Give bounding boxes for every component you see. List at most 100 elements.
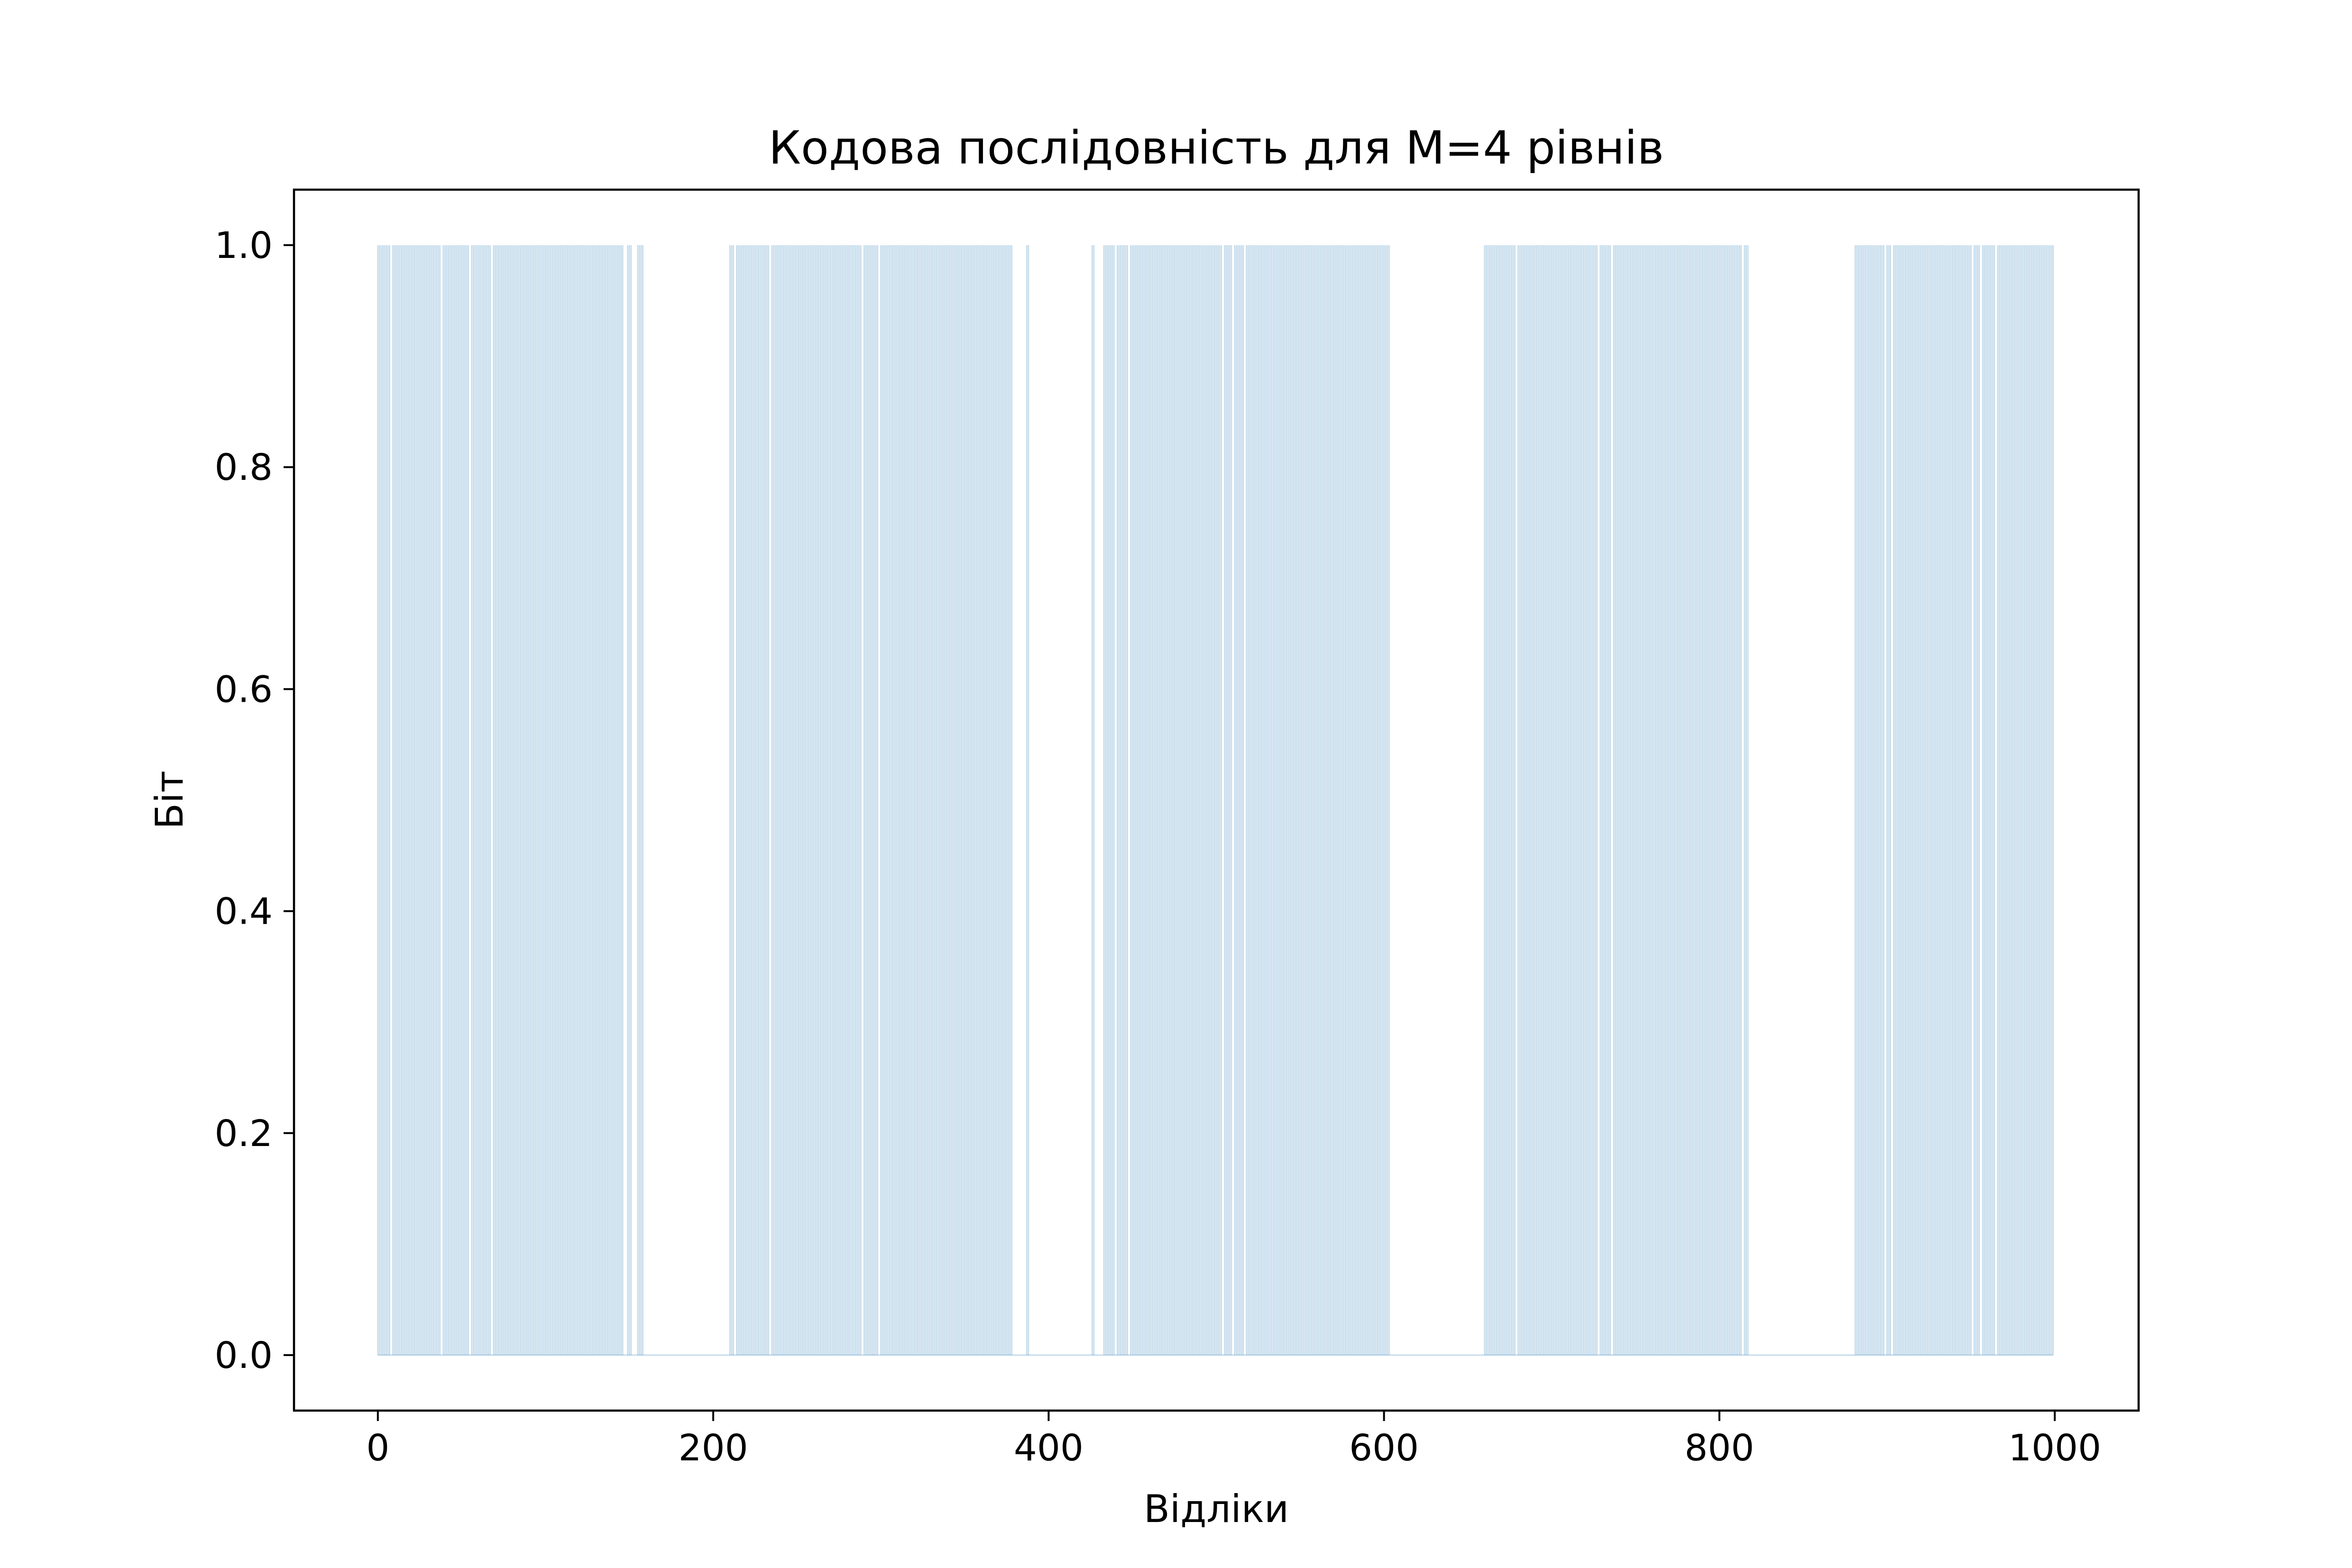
bar-486 [1192,245,1194,1355]
bar-436 [1108,245,1110,1355]
bar-731 [1603,245,1605,1355]
bar-388 [1028,245,1029,1355]
bar-482 [1185,245,1187,1355]
bar-710 [1568,245,1570,1355]
bar-46 [454,245,456,1355]
bar-326 [924,245,926,1355]
bar-217 [741,245,743,1355]
bar-9 [392,245,394,1355]
bar-478 [1178,245,1180,1355]
bar-670 [1500,245,1502,1355]
bar-802 [1722,245,1724,1355]
bar-746 [1628,245,1630,1355]
bar-62 [481,245,483,1355]
bar-221 [747,245,749,1355]
bar-589 [1365,245,1367,1355]
bar-796 [1712,245,1714,1355]
bar-933 [1941,245,1943,1355]
x-tick-label-5: 1000 [2008,1427,2101,1469]
bar-74 [501,245,503,1355]
bar-540 [1283,245,1284,1355]
bar-883 [1858,245,1859,1355]
bar-676 [1510,245,1512,1355]
bar-757 [1646,245,1648,1355]
bar-316 [907,245,909,1355]
bar-230 [763,245,764,1355]
bar-117 [573,245,575,1355]
bar-977 [2015,245,2017,1355]
bar-75 [503,245,505,1355]
bar-687 [1529,245,1531,1355]
bar-464 [1155,245,1157,1355]
bar-705 [1559,245,1561,1355]
bar-972 [2007,245,2009,1355]
bar-938 [1950,245,1952,1355]
bar-115 [570,245,571,1355]
bar-447 [1127,245,1128,1355]
bar-520 [1249,245,1251,1355]
bar-327 [925,245,927,1355]
bar-539 [1281,245,1283,1355]
bar-427 [1093,245,1095,1355]
bar-349 [962,245,964,1355]
bar-130 [595,245,597,1355]
bar-923 [1925,245,1927,1355]
bar-547 [1294,245,1296,1355]
bars-group [377,245,2054,1356]
bar-806 [1728,245,1730,1355]
bar-88 [524,245,526,1355]
bar-225 [754,245,756,1355]
bar-582 [1353,245,1355,1355]
bar-91 [530,245,532,1355]
bar-562 [1319,245,1321,1355]
bar-797 [1713,245,1715,1355]
bar-30 [427,245,429,1355]
bar-775 [1677,245,1678,1355]
y-axis-label: Біт [147,770,192,829]
bar-815 [1744,245,1746,1355]
bar-780 [1685,245,1687,1355]
bar-249 [794,245,796,1355]
bar-499 [1214,245,1215,1355]
bar-85 [519,245,521,1355]
bar-468 [1162,245,1164,1355]
bar-495 [1207,245,1209,1355]
bar-277 [841,245,843,1355]
bar-222 [749,245,751,1355]
bar-309 [895,245,897,1355]
bar-485 [1190,245,1192,1355]
bar-100 [545,245,546,1355]
bar-944 [1960,245,1962,1355]
bar-285 [855,245,857,1355]
bar-119 [577,245,579,1355]
bar-252 [799,245,801,1355]
bar-229 [761,245,763,1355]
bar-542 [1286,245,1287,1355]
bar-151 [630,245,632,1355]
bar-896 [1879,245,1881,1355]
bar-276 [840,245,842,1355]
x-tick-label-1: 200 [679,1427,748,1469]
bar-975 [2012,245,2014,1355]
bar-798 [1715,245,1717,1355]
bar-25 [419,245,421,1355]
y-tick-label-2: 0.4 [215,891,273,933]
bar-674 [1507,245,1509,1355]
bar-256 [806,245,808,1355]
bar-113 [567,245,568,1355]
bar-484 [1189,245,1190,1355]
bar-600 [1383,245,1385,1355]
bar-890 [1869,245,1871,1355]
bar-124 [585,245,587,1355]
bar-574 [1340,245,1341,1355]
bar-591 [1368,245,1370,1355]
bar-988 [2034,245,2036,1355]
bar-708 [1564,245,1566,1355]
bar-590 [1366,245,1368,1355]
bar-954 [1977,245,1978,1355]
bar-244 [786,245,788,1355]
bar-248 [793,245,795,1355]
bar-364 [987,245,989,1355]
bar-755 [1643,245,1645,1355]
